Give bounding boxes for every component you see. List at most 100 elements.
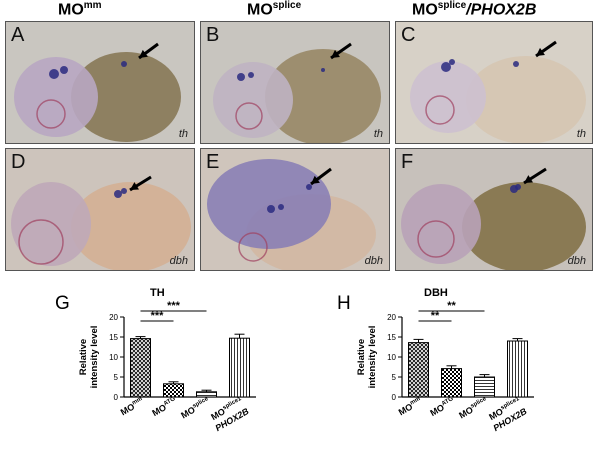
- arrow-head: [331, 49, 340, 58]
- header-sup: splice: [272, 0, 302, 11]
- gene-label: dbh: [567, 255, 586, 267]
- gene-label: th: [576, 128, 586, 140]
- arrow-head: [139, 49, 148, 58]
- y-axis-label: intensity level: [89, 326, 100, 389]
- panel-letter: D: [11, 151, 26, 173]
- figure-letter-h: H: [337, 293, 351, 314]
- figure-letter-g: G: [55, 293, 70, 314]
- bar: [441, 368, 462, 398]
- significance-label: **: [447, 300, 456, 312]
- stain-spot: [60, 66, 68, 74]
- stain-spot: [449, 59, 455, 65]
- y-tick-label: 10: [387, 353, 396, 362]
- y-tick-label: 5: [114, 373, 119, 382]
- embryo-eye: [425, 95, 455, 125]
- stain-spot: [237, 73, 245, 81]
- bar: [408, 342, 429, 398]
- panel-a: A th: [5, 21, 195, 144]
- stain-spot: [515, 184, 521, 190]
- bar: [229, 337, 250, 398]
- y-tick-label: 15: [387, 333, 396, 342]
- yolk-sac: [462, 182, 586, 270]
- embryo-eye: [417, 220, 455, 258]
- bar: [474, 376, 495, 398]
- panel-b: B th: [200, 21, 390, 144]
- y-tick-label: 20: [387, 313, 396, 322]
- stain-spot: [49, 69, 59, 79]
- stain-spot: [278, 204, 284, 210]
- panel-e: E dbh: [200, 148, 390, 271]
- embryo-head: [401, 184, 481, 264]
- embryo-head: [14, 57, 98, 137]
- stain-spot: [114, 190, 122, 198]
- embryo-image: [396, 22, 592, 143]
- header-extra: /PHOX2B: [466, 1, 537, 19]
- panel-letter: E: [206, 151, 220, 173]
- arrow-head: [536, 47, 545, 56]
- bar-chart-th: 0 5 10 15 20 Relative intensity level MOmmMOATG…: [78, 300, 256, 433]
- column-header-mo-splice-phox2b: MOsplice/PHOX2B: [412, 0, 536, 19]
- gene-label: dbh: [364, 255, 383, 267]
- stain-spot: [441, 62, 451, 72]
- y-tick-label: 20: [109, 313, 118, 322]
- header-sup: mm: [83, 0, 102, 11]
- panel-c: C th: [395, 21, 593, 144]
- header-base: MO: [247, 1, 273, 19]
- column-header-mo-splice: MOsplice: [247, 0, 301, 19]
- embryo-image: [201, 149, 389, 270]
- chart-title-dbh: DBH: [424, 287, 448, 299]
- stain-spot: [306, 184, 312, 190]
- y-tick-label: 0: [392, 393, 397, 402]
- embryo-head: [11, 182, 91, 266]
- embryo-eye: [238, 232, 268, 262]
- yolk-sac: [71, 52, 181, 142]
- embryo-head: [213, 62, 293, 138]
- embryo-image: [201, 22, 389, 143]
- category-label: MOATG: [150, 396, 178, 418]
- category-label: MOsplice: [457, 396, 490, 421]
- significance-label: ***: [151, 310, 165, 322]
- category-label: MOmm: [119, 396, 146, 417]
- category-label: MOmm: [397, 396, 424, 417]
- stain-spot: [121, 61, 127, 67]
- embryo-eye: [235, 102, 263, 130]
- category-label: MOATG: [428, 396, 456, 418]
- panel-f: F dbh: [395, 148, 593, 271]
- panel-letter: C: [401, 24, 416, 46]
- yolk-sac: [466, 56, 586, 143]
- embryo-image: [6, 22, 194, 143]
- y-tick-label: 5: [392, 373, 397, 382]
- stain-spot: [513, 61, 519, 67]
- header-base: MO: [58, 1, 84, 19]
- gene-label: th: [373, 128, 383, 140]
- embryo-eye: [36, 99, 66, 129]
- y-axis-label: Relative: [356, 339, 367, 375]
- yolk-sac: [265, 49, 381, 143]
- bar: [130, 338, 151, 398]
- chart-title-th: TH: [150, 287, 165, 299]
- stain-spot: [267, 205, 275, 213]
- stain-spot: [121, 188, 127, 194]
- embryo-image: [396, 149, 592, 270]
- y-axis-label: Relative: [78, 339, 89, 375]
- panel-letter: A: [11, 24, 25, 46]
- header-base: MO: [412, 1, 438, 19]
- bar-chart-dbh: 0 5 10 15 20 Relative intensity level MOmmMOATG…: [356, 300, 534, 433]
- stain-spot: [248, 72, 254, 78]
- embryo-eye: [18, 219, 64, 265]
- y-tick-label: 15: [109, 333, 118, 342]
- bar: [507, 340, 528, 398]
- stain-spot: [321, 68, 325, 72]
- significance-label: **: [431, 310, 440, 322]
- column-header-mo-mm: MOmm: [58, 0, 102, 19]
- embryo-head: [207, 159, 331, 249]
- gene-label: dbh: [169, 255, 188, 267]
- arrow-head: [524, 175, 533, 183]
- yolk-sac: [71, 182, 191, 270]
- category-label: MOsplice: [179, 396, 212, 421]
- panel-letter: F: [401, 151, 414, 173]
- arrow-head: [311, 175, 320, 184]
- y-axis-label: intensity level: [367, 326, 378, 389]
- significance-label: ***: [167, 300, 181, 312]
- y-tick-label: 10: [109, 353, 118, 362]
